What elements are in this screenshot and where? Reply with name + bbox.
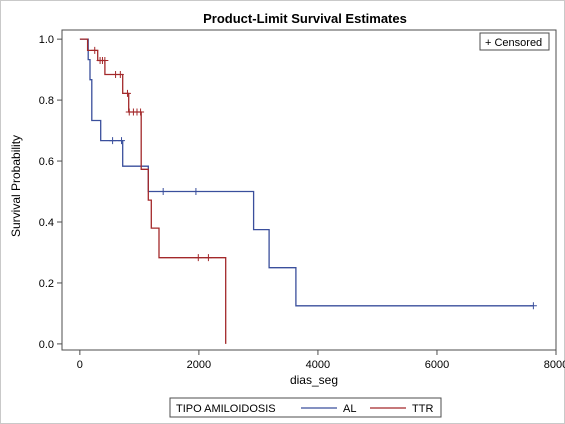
censored-mark-ttr: [123, 89, 131, 97]
censored-legend-box: [479, 32, 550, 51]
bottom-legend: TIPO AMILOIDOSIS AL TTR: [169, 397, 442, 418]
censored-mark-al: [159, 188, 167, 196]
censored-mark-al: [192, 188, 200, 196]
x-tick-label: 0: [77, 359, 83, 371]
y-axis-label: Survival Probability: [9, 135, 23, 237]
y-tick-label: 0.6: [39, 156, 54, 168]
y-tick-label: 0.0: [39, 339, 54, 351]
plot-area: [61, 29, 557, 351]
legend-entry-ttr: TTR: [412, 403, 433, 415]
censored-mark-al: [529, 302, 537, 310]
y-tick-label: 1.0: [39, 34, 54, 46]
censored-mark-ttr: [91, 46, 99, 54]
series-line-al: [79, 38, 534, 307]
legend-entry-al: AL: [343, 403, 356, 415]
censored-mark-ttr: [137, 108, 145, 116]
x-tick-label: 8000: [544, 359, 565, 371]
x-axis: 0 2000 4000 6000 8000: [77, 350, 565, 371]
censored-mark-al: [118, 137, 126, 145]
y-tick-label: 0.2: [39, 278, 54, 290]
y-axis: 0.0 0.2 0.4 0.6 0.8 1.0: [39, 34, 62, 351]
censored-inset-legend: + Censored: [479, 32, 550, 51]
y-tick-label: 0.4: [39, 217, 54, 229]
censored-mark-ttr: [194, 254, 202, 262]
censored-mark-ttr: [101, 56, 109, 64]
censored-mark-ttr: [204, 254, 212, 262]
censored-mark-al: [109, 137, 117, 145]
series-group: [79, 38, 537, 344]
censored-legend-label: + Censored: [485, 37, 542, 49]
x-tick-label: 6000: [425, 359, 449, 371]
chart-title: Product-Limit Survival Estimates: [203, 11, 407, 26]
x-tick-label: 4000: [306, 359, 330, 371]
y-tick-label: 0.8: [39, 95, 54, 107]
x-axis-label: dias_seg: [290, 373, 338, 387]
x-tick-label: 2000: [187, 359, 211, 371]
censored-mark-ttr: [116, 70, 124, 78]
legend-title: TIPO AMILOIDOSIS: [176, 403, 276, 415]
